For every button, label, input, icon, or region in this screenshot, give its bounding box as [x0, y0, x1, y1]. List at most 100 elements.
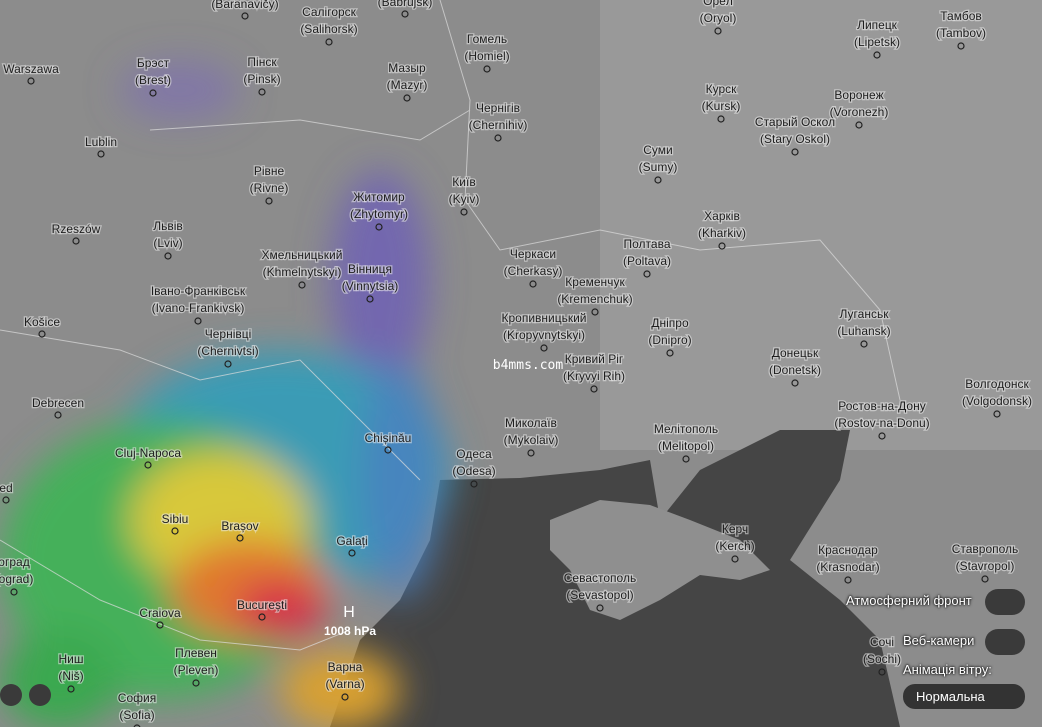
city-dot [194, 317, 202, 325]
city-latin: (Lviv) [153, 236, 182, 250]
city-dot [470, 480, 478, 488]
city-name: Cluj-Napoca [115, 446, 181, 460]
city-name: Craiova [139, 606, 181, 620]
city-dot [529, 280, 537, 288]
city-dot [298, 281, 306, 289]
front-button[interactable] [985, 589, 1025, 615]
city-latin: (Pinsk) [243, 72, 280, 86]
city-name: ed [0, 481, 13, 495]
city-name: Warszawa [3, 62, 59, 76]
city-dot [860, 340, 868, 348]
city-dot [873, 51, 881, 59]
city-dot [366, 295, 374, 303]
city-name: Луганськ [840, 307, 890, 321]
city-name: Чернівці [205, 327, 252, 341]
webcams-button[interactable] [985, 629, 1025, 655]
city-latin: (Cherkasy) [504, 264, 563, 278]
city-dot [27, 77, 35, 85]
city-name: Кропивницький [501, 311, 586, 325]
wind-label: Анімація вітру: [903, 662, 992, 677]
city-name: Курск [706, 82, 738, 96]
city-dot [38, 330, 46, 338]
city-name: Košice [24, 315, 60, 329]
city-dot [993, 410, 1001, 418]
city-latin: (Chernivtsi) [197, 344, 258, 358]
city-name: Мазыр [388, 61, 426, 75]
city-dot [171, 527, 179, 535]
city-latin: (Kremenchuk) [557, 292, 632, 306]
city-name: Lublin [85, 135, 117, 149]
pressure-label: 1008 hPa [324, 624, 376, 638]
city-latin: (Volgodonsk) [962, 394, 1032, 408]
city-dot [258, 88, 266, 96]
city-dot [133, 724, 141, 727]
city-name: Рівне [254, 164, 285, 178]
webcams-label: Веб-камери [903, 633, 975, 648]
city-latin: (Sumy) [639, 160, 678, 174]
city-latin: (Oryol) [700, 11, 737, 25]
city-dot [241, 12, 249, 20]
city-latin: (Dnipro) [648, 333, 691, 347]
city-latin: (Chernihiv) [469, 118, 528, 132]
city-latin: (Melitopol) [658, 439, 714, 453]
city-latin: (Niš) [58, 669, 83, 683]
city-latin: (Rostov-na-Donu) [834, 416, 929, 430]
city-dot [878, 668, 886, 676]
city-name: Керч [722, 522, 748, 536]
city-name: Sibiu [162, 512, 189, 526]
city-name: Старый Оскол [755, 115, 835, 129]
city-dot [258, 613, 266, 621]
city-name: Гомель [467, 32, 507, 46]
city-dot [643, 270, 651, 278]
front-label: Атмосферний фронт [846, 593, 972, 608]
city-dot [156, 621, 164, 629]
city-dot [375, 223, 383, 231]
city-dot [348, 549, 356, 557]
city-dot [590, 385, 598, 393]
city-name: Хмельницький [262, 248, 343, 262]
city-latin: (Kropyvnytskyi) [503, 328, 585, 342]
land-east [600, 0, 1042, 450]
city-latin: (Kyiv) [449, 192, 480, 206]
city-latin: (Krasnodar) [816, 560, 879, 574]
city-name: Дніпро [651, 316, 689, 330]
city-dot [878, 432, 886, 440]
city-name: Кременчук [565, 275, 625, 289]
city-dot [10, 588, 18, 596]
city-name: Тамбов [940, 9, 982, 23]
city-dot [72, 237, 80, 245]
city-latin: (Tambov) [936, 26, 986, 40]
borders [0, 0, 901, 651]
city-name: Миколаїв [505, 416, 557, 430]
city-dot [265, 197, 273, 205]
city-latin: (Kerch) [715, 539, 754, 553]
city-dot [596, 604, 604, 612]
city-latin: (Poltava) [623, 254, 671, 268]
city-name: Орёл [703, 0, 733, 8]
city-name: Rzeszów [52, 222, 101, 236]
city-name: Суми [643, 143, 672, 157]
city-name: Львів [153, 219, 183, 233]
info-button[interactable] [29, 684, 51, 706]
city-dot [791, 148, 799, 156]
city-name: Debrecen [32, 396, 84, 410]
zoom-button[interactable] [0, 684, 22, 706]
wind-select[interactable]: Нормальна [903, 684, 1025, 709]
city-dot [682, 455, 690, 463]
city-name: (Baranavičy) [211, 0, 278, 11]
city-name: Харків [704, 209, 740, 223]
city-latin: (Zhytomyr) [350, 207, 408, 221]
city-latin: (Salihorsk) [300, 22, 357, 36]
city-latin: (Sevastopol) [566, 588, 633, 602]
city-latin: (Sochi) [863, 652, 901, 666]
city-dot [67, 685, 75, 693]
city-latin: (Stavropol) [956, 559, 1015, 573]
city-dot [97, 150, 105, 158]
city-name: Варна [328, 660, 363, 674]
city-latin: (Sofia) [119, 708, 154, 722]
city-name: (Babrujsk) [378, 0, 433, 9]
city-name: Житомир [353, 190, 405, 204]
city-name: Ростов-на-Дону [838, 399, 925, 413]
city-name: Chișinău [365, 431, 412, 445]
